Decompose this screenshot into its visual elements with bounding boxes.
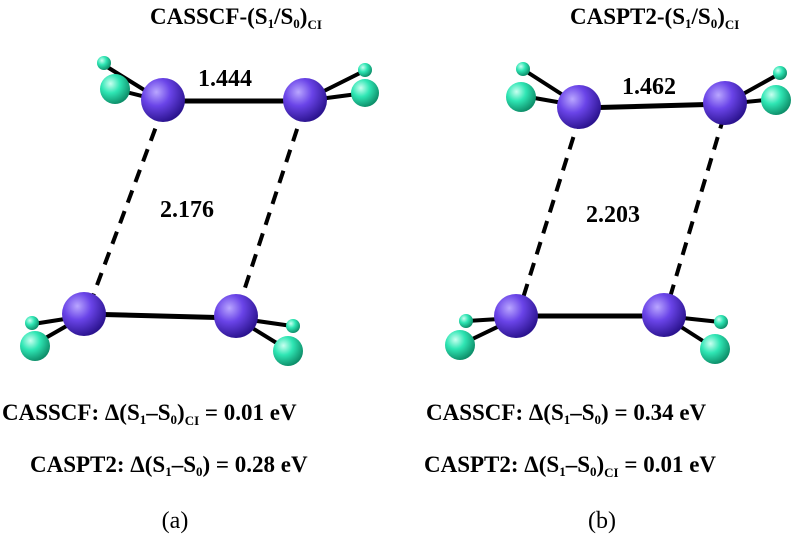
hydrogen-atom [445,330,475,360]
panel-b-title: CASPT2-(S1/S0)CI [570,4,739,32]
hydrogen-atom [700,334,730,364]
hydrogen-atom [100,74,130,104]
hydrogen-atom [761,85,791,115]
hydrogen-atom [273,336,303,366]
hydrogen-atom [358,63,372,77]
energy-line-casscf: CASSCF: Δ(S1–S0) = 0.34 eV [426,400,707,427]
panel-b-caption: (b) [588,508,616,534]
distance-dash-left [516,115,582,315]
cc-bond-top [577,101,728,111]
molecule-bottom [20,292,303,366]
energy-line-caspt2: CASPT2: Δ(S1–S0) = 0.28 eV [30,452,308,479]
molecule-top [506,62,791,129]
distance-dash-left [85,107,165,313]
panel-a-caption: (a) [162,508,189,534]
panel-a-title: CASSCF-(S1/S0)CI [150,4,322,32]
molecule-top [97,56,379,122]
energy-line-caspt2: CASPT2: Δ(S1–S0)CI = 0.01 eV [424,452,716,480]
carbon-atom [557,85,601,129]
bond-length-label: 1.462 [622,74,676,100]
carbon-atom [62,292,106,336]
carbon-atom [214,294,258,338]
panel-b: CASPT2-(S1/S0)CI [424,4,791,534]
cc-bond-bottom [81,311,239,321]
carbon-atom [494,294,538,338]
carbon-atom [642,293,686,337]
hydrogen-atom [459,314,473,328]
hydrogen-atom [25,316,39,330]
hydrogen-atom [516,62,530,76]
hydrogen-atom [97,56,111,70]
carbon-atom [703,81,747,125]
hydrogen-atom [773,66,787,80]
molecule-bottom [445,293,730,364]
distance-dash-right [235,107,306,313]
energy-line-casscf: CASSCF: Δ(S1–S0)CI = 0.01 eV [2,400,297,428]
hydrogen-atom [20,331,50,361]
distance-label: 2.176 [160,197,214,223]
panel-a: CASSCF-(S1/S0)CI [2,4,379,534]
carbon-atom [141,78,185,122]
distance-dash-right [663,115,726,315]
hydrogen-atom [714,315,728,329]
bond-length-label: 1.444 [198,66,252,92]
hydrogen-atom [351,79,379,107]
distance-label: 2.203 [586,202,640,228]
hydrogen-atom [506,82,536,112]
hydrogen-atom [286,319,300,333]
carbon-atom [283,78,327,122]
